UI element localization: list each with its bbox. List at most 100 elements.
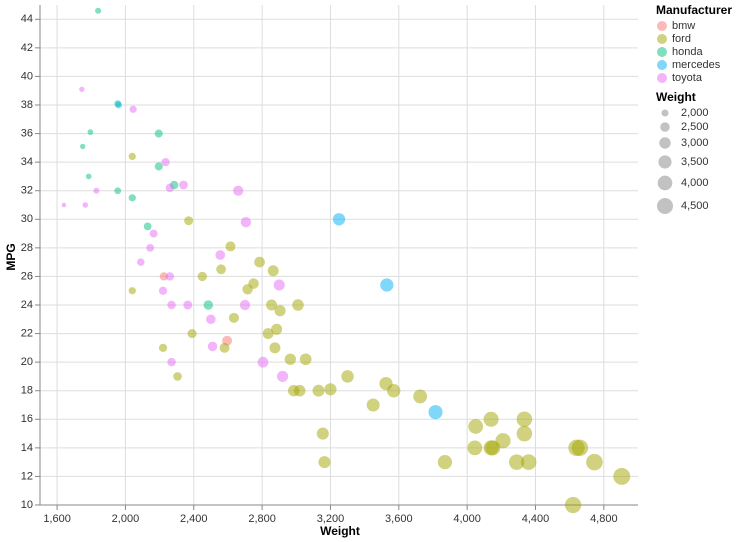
size-legend-swatch — [661, 109, 669, 117]
bubble — [165, 272, 175, 281]
bubble — [159, 272, 168, 281]
bubble — [215, 250, 226, 260]
legend-title: Manufacturer — [656, 3, 732, 17]
bubble — [240, 216, 252, 228]
bubble — [386, 384, 401, 398]
size-legend-swatch — [657, 198, 673, 214]
x-tick-label: 2,800 — [248, 513, 276, 525]
x-tick-label: 3,600 — [385, 513, 413, 525]
bubble — [187, 329, 197, 339]
x-tick-label: 4,400 — [522, 513, 550, 525]
bubble — [128, 194, 136, 202]
bubble — [167, 357, 176, 367]
bubble — [586, 453, 603, 471]
bubble — [207, 341, 218, 352]
y-axis-title: MPG — [4, 243, 18, 270]
bubble — [428, 405, 443, 420]
y-tick-label: 18 — [21, 385, 33, 397]
legend-swatch — [657, 73, 667, 83]
bubble — [149, 229, 158, 238]
bubble — [173, 372, 182, 381]
x-tick-label: 4,000 — [453, 513, 481, 525]
y-tick-label: 10 — [21, 499, 33, 511]
y-tick-label: 12 — [21, 470, 33, 482]
bubble — [114, 187, 122, 195]
y-tick-label: 22 — [21, 327, 33, 339]
bubble — [571, 439, 589, 457]
bubble — [179, 180, 188, 190]
bubble — [146, 243, 155, 252]
bubble — [128, 287, 136, 295]
bubble — [158, 286, 168, 295]
y-tick-label: 26 — [21, 270, 33, 282]
legend-swatch — [657, 60, 667, 70]
bubble — [219, 342, 230, 353]
size-legend-swatch — [660, 122, 670, 132]
bubble — [467, 440, 483, 456]
bubble — [564, 496, 582, 514]
y-tick-label: 28 — [21, 242, 33, 254]
bubble — [137, 258, 145, 266]
legend-label: honda — [672, 46, 703, 58]
bubble — [271, 323, 283, 335]
bubble — [254, 256, 265, 268]
bubble — [128, 152, 136, 161]
bubble — [332, 213, 346, 226]
legend-swatch — [657, 47, 667, 57]
size-legend-label: 3,000 — [681, 137, 709, 149]
bubble — [165, 183, 175, 193]
bubble — [516, 411, 533, 428]
size-legend-label: 4,500 — [681, 200, 709, 212]
bubble — [613, 467, 631, 485]
bubble — [129, 105, 137, 113]
bubble — [366, 398, 380, 412]
legend-label: bmw — [672, 20, 695, 32]
bubble — [225, 241, 236, 252]
y-tick-label: 32 — [21, 185, 33, 197]
bubble — [292, 299, 304, 311]
bubble — [495, 433, 511, 449]
bubble — [269, 342, 281, 354]
bubble — [316, 427, 329, 440]
bubble — [239, 299, 251, 311]
y-tick-label: 24 — [21, 299, 33, 311]
bubble — [508, 454, 525, 470]
bubble — [85, 173, 92, 180]
legend-swatch — [657, 34, 667, 44]
legend-label: ford — [672, 33, 691, 45]
legend-label: mercedes — [672, 59, 721, 71]
bubble — [299, 353, 312, 366]
bubble — [154, 129, 163, 138]
bubble — [87, 129, 94, 135]
bubble — [183, 300, 193, 310]
bubble — [262, 328, 274, 340]
size-legend-swatch — [657, 175, 673, 191]
bubble — [61, 202, 67, 208]
bubble — [293, 384, 306, 397]
bubble — [380, 278, 394, 292]
y-tick-label: 14 — [21, 442, 33, 454]
bubble — [143, 222, 152, 231]
x-tick-label: 3,200 — [317, 513, 345, 525]
bubble — [242, 284, 253, 295]
x-tick-label: 2,000 — [112, 513, 140, 525]
y-tick-label: 40 — [21, 70, 33, 82]
bubble — [80, 143, 86, 150]
legend-label: toyota — [672, 72, 703, 84]
bubble — [516, 425, 533, 442]
bubble — [257, 356, 269, 368]
bubble — [93, 187, 100, 194]
size-legend-title: Weight — [656, 90, 696, 104]
y-tick-label: 20 — [21, 356, 33, 368]
bubble — [274, 305, 286, 317]
bubble — [520, 454, 537, 470]
y-tick-label: 16 — [21, 413, 33, 425]
y-tick-label: 44 — [21, 13, 33, 25]
bubble — [167, 300, 176, 310]
bubble — [95, 7, 102, 14]
bubble — [312, 384, 325, 397]
size-legend-label: 2,500 — [681, 121, 709, 133]
y-tick-label: 36 — [21, 127, 33, 139]
bubble — [284, 353, 296, 365]
